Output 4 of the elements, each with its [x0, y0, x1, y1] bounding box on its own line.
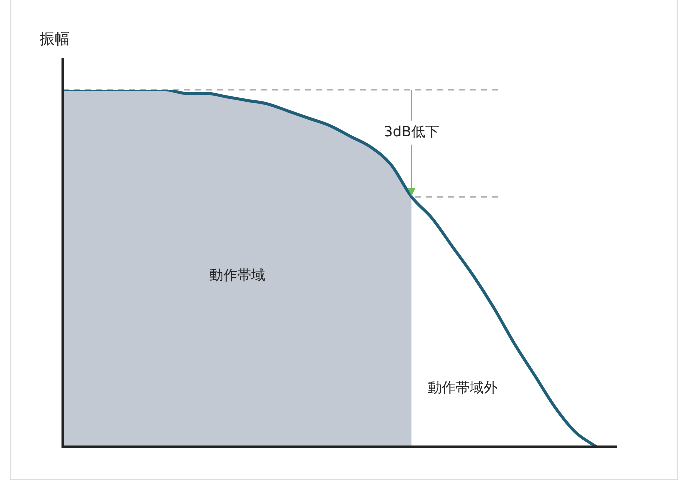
annotation: 3dB低下	[384, 124, 440, 140]
y-axis-title: 振幅	[40, 30, 70, 49]
annotation: 動作帯域外	[428, 380, 498, 397]
annotation: 動作帯域	[209, 268, 266, 284]
